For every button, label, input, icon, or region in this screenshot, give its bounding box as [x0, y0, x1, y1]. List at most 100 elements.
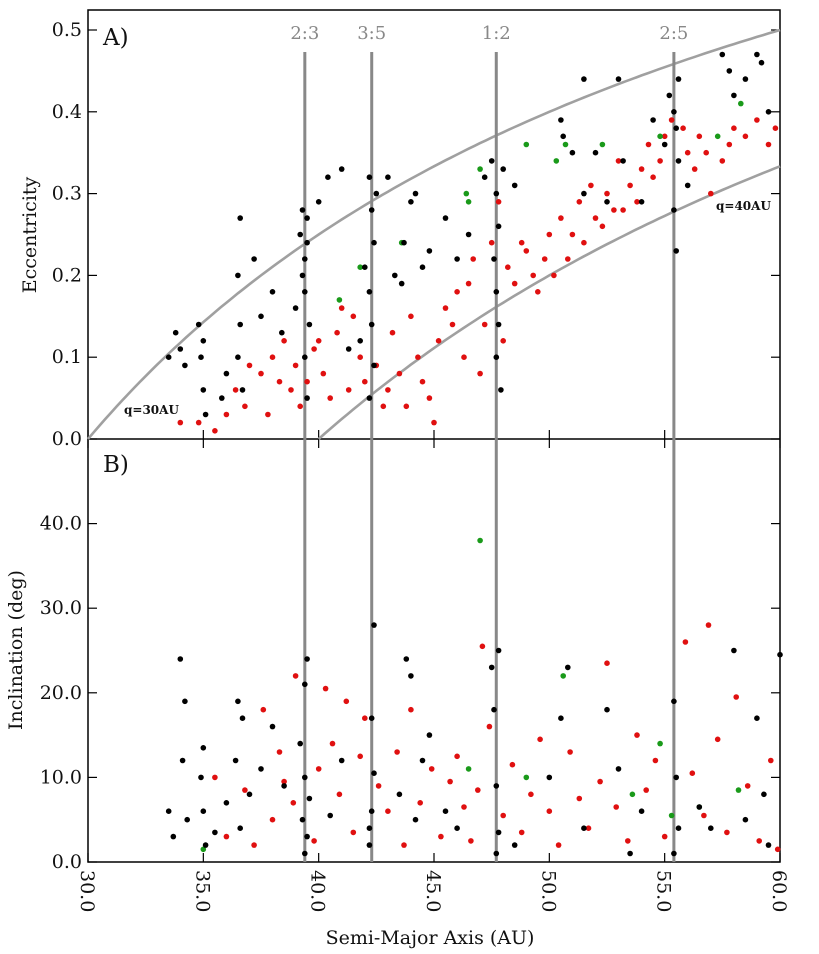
x-tick-label: 30.0 [76, 870, 98, 912]
ecc-point-black [371, 239, 377, 246]
inc-point-red [661, 833, 668, 840]
ecc-point-black [302, 289, 308, 295]
inc-point-red [486, 723, 493, 730]
inc-point-black [165, 808, 172, 814]
ecc-point-black [251, 256, 257, 262]
inc-point-black [170, 833, 177, 840]
inc-point-red [528, 791, 534, 798]
inc-point-black [302, 850, 308, 857]
ecc-point-red [396, 370, 403, 377]
ecc-point-red [565, 256, 571, 262]
ecc-point-red [212, 428, 218, 434]
inc-point-black [493, 850, 500, 857]
inc-point-red [350, 829, 357, 836]
ecc-point-red [177, 419, 184, 426]
y-tick-label-b: 40.0 [40, 513, 82, 535]
ecc-point-black [237, 321, 243, 328]
ecc-point-black [719, 51, 726, 58]
inc-point-black [368, 808, 375, 814]
inc-point-black [754, 715, 760, 721]
inc-point-red [475, 787, 481, 793]
ecc-point-black [398, 280, 405, 287]
inc-point-black [604, 706, 610, 713]
inc-point-red [643, 787, 649, 793]
ecc-point-black [758, 59, 765, 66]
inc-point-black [302, 774, 308, 781]
inc-point-red [756, 838, 762, 844]
inc-point-red [223, 833, 230, 840]
ecc-point-red [696, 133, 703, 140]
ecc-point-red [415, 354, 421, 361]
inc-point-black [761, 791, 767, 798]
ecc-point-black [675, 76, 682, 82]
ecc-point-red [488, 239, 495, 246]
y-tick-label-b: 10.0 [40, 766, 82, 788]
inc-point-red [597, 778, 603, 785]
ecc-point-black [235, 354, 241, 361]
inc-point-red [375, 783, 382, 789]
ecc-point-red [505, 264, 511, 271]
ecc-point-red [481, 321, 488, 328]
ecc-point-red [703, 149, 709, 156]
inc-point-red [292, 673, 299, 679]
inc-point-black [615, 766, 622, 772]
inc-point-red [290, 800, 297, 806]
ecc-point-black [235, 272, 241, 279]
ecc-point-red [403, 403, 410, 410]
ecc-point-green [465, 199, 472, 205]
ecc-point-black [650, 117, 656, 123]
y-axis-title-eccentricity: Eccentricity [19, 176, 41, 293]
ecc-point-green [599, 141, 606, 148]
ecc-point-black [493, 354, 500, 361]
inc-point-red [689, 770, 696, 776]
ecc-point-black [569, 149, 576, 156]
ecc-point-red [265, 411, 271, 418]
ecc-point-black [454, 256, 460, 262]
inc-point-black [297, 740, 304, 747]
ecc-point-green [714, 133, 721, 140]
ecc-point-black [495, 223, 502, 230]
inc-point-black [223, 800, 230, 806]
ecc-point-black [412, 190, 419, 197]
ecc-point-red [454, 289, 460, 295]
y-axis-title-inclination: Inclination (deg) [5, 570, 27, 730]
ecc-point-green [357, 264, 364, 271]
x-tick-label: 60.0 [768, 870, 790, 912]
y-tick-label-a: 0.3 [52, 183, 82, 205]
inc-point-red [468, 838, 474, 844]
y-tick-label-b: 20.0 [40, 682, 82, 704]
inc-point-black [491, 706, 497, 713]
ecc-point-red [435, 338, 442, 344]
resonance-label: 1:2 [482, 23, 511, 44]
y-tick-label-a: 0.4 [52, 101, 82, 123]
inc-point-black [368, 715, 375, 721]
ecc-point-black [299, 272, 306, 279]
inc-point-black [182, 698, 188, 705]
inc-point-red [336, 791, 343, 798]
inc-point-red [276, 749, 283, 755]
inc-point-black [338, 757, 345, 764]
inc-point-red [212, 774, 218, 781]
ecc-point-red [297, 403, 304, 410]
ecc-point-black [279, 329, 285, 336]
ecc-point-red [684, 149, 691, 156]
inc-point-red [461, 804, 467, 810]
inc-point-red [385, 808, 391, 814]
inc-point-red [701, 812, 707, 819]
panel-b-label: B) [103, 452, 129, 478]
ecc-point-black [442, 215, 449, 221]
curve-q40 [317, 165, 781, 440]
ecc-point-red [558, 215, 564, 221]
resonance-label: 2:5 [659, 23, 688, 44]
ecc-point-red [742, 133, 749, 140]
ecc-point-green [553, 158, 560, 164]
ecc-point-black [481, 174, 488, 180]
ecc-point-red [461, 354, 467, 361]
ecc-point-red [599, 223, 606, 230]
ecc-point-red [442, 305, 449, 311]
ecc-point-red [380, 403, 387, 410]
inc-point-red [401, 842, 407, 848]
ecc-point-red [320, 370, 327, 377]
inc-point-black [200, 745, 207, 751]
inc-point-red [604, 660, 610, 666]
